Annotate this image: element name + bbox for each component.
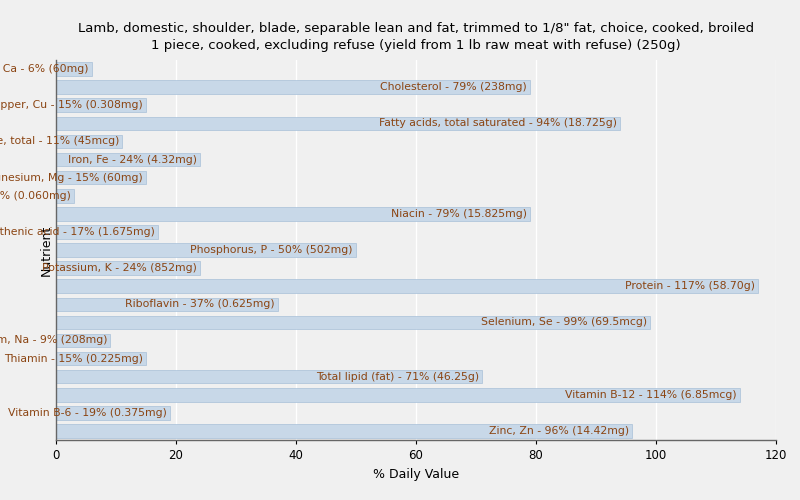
Text: Manganese, Mn - 3% (0.060mg): Manganese, Mn - 3% (0.060mg) — [0, 190, 71, 200]
Text: Selenium, Se - 99% (69.5mcg): Selenium, Se - 99% (69.5mcg) — [481, 318, 647, 328]
Bar — [56, 225, 158, 238]
Text: Niacin - 79% (15.825mg): Niacin - 79% (15.825mg) — [391, 209, 527, 219]
Bar — [56, 189, 74, 202]
Title: Lamb, domestic, shoulder, blade, separable lean and fat, trimmed to 1/8" fat, ch: Lamb, domestic, shoulder, blade, separab… — [78, 22, 754, 52]
Text: Cholesterol - 79% (238mg): Cholesterol - 79% (238mg) — [380, 82, 527, 92]
Bar — [56, 298, 278, 311]
Bar — [56, 80, 530, 94]
Bar — [56, 243, 356, 257]
Text: Thiamin - 15% (0.225mg): Thiamin - 15% (0.225mg) — [4, 354, 143, 364]
Bar — [56, 316, 650, 329]
Bar — [56, 388, 740, 402]
Text: Sodium, Na - 9% (208mg): Sodium, Na - 9% (208mg) — [0, 336, 107, 345]
Text: Zinc, Zn - 96% (14.42mg): Zinc, Zn - 96% (14.42mg) — [489, 426, 629, 436]
Text: Total lipid (fat) - 71% (46.25g): Total lipid (fat) - 71% (46.25g) — [316, 372, 479, 382]
Text: Pantothenic acid - 17% (1.675mg): Pantothenic acid - 17% (1.675mg) — [0, 227, 155, 237]
Text: Magnesium, Mg - 15% (60mg): Magnesium, Mg - 15% (60mg) — [0, 172, 143, 182]
Bar — [56, 152, 200, 166]
Bar — [56, 116, 620, 130]
Text: Vitamin B-6 - 19% (0.375mg): Vitamin B-6 - 19% (0.375mg) — [8, 408, 167, 418]
Text: Copper, Cu - 15% (0.308mg): Copper, Cu - 15% (0.308mg) — [0, 100, 143, 110]
Text: Folate, total - 11% (45mcg): Folate, total - 11% (45mcg) — [0, 136, 119, 146]
Bar — [56, 262, 200, 275]
Text: Riboflavin - 37% (0.625mg): Riboflavin - 37% (0.625mg) — [126, 300, 275, 310]
Bar — [56, 207, 530, 220]
Bar — [56, 406, 170, 419]
Bar — [56, 280, 758, 293]
Text: Protein - 117% (58.70g): Protein - 117% (58.70g) — [625, 281, 755, 291]
Text: Potassium, K - 24% (852mg): Potassium, K - 24% (852mg) — [42, 263, 197, 273]
Bar — [56, 62, 92, 76]
Bar — [56, 424, 632, 438]
Text: Calcium, Ca - 6% (60mg): Calcium, Ca - 6% (60mg) — [0, 64, 89, 74]
X-axis label: % Daily Value: % Daily Value — [373, 468, 459, 480]
Bar — [56, 134, 122, 148]
Text: Phosphorus, P - 50% (502mg): Phosphorus, P - 50% (502mg) — [190, 245, 353, 255]
Text: Vitamin B-12 - 114% (6.85mcg): Vitamin B-12 - 114% (6.85mcg) — [566, 390, 737, 400]
Y-axis label: Nutrient: Nutrient — [40, 224, 54, 276]
Bar — [56, 370, 482, 384]
Text: Fatty acids, total saturated - 94% (18.725g): Fatty acids, total saturated - 94% (18.7… — [379, 118, 617, 128]
Bar — [56, 98, 146, 112]
Text: Iron, Fe - 24% (4.32mg): Iron, Fe - 24% (4.32mg) — [68, 154, 197, 164]
Bar — [56, 352, 146, 366]
Bar — [56, 334, 110, 347]
Bar — [56, 171, 146, 184]
